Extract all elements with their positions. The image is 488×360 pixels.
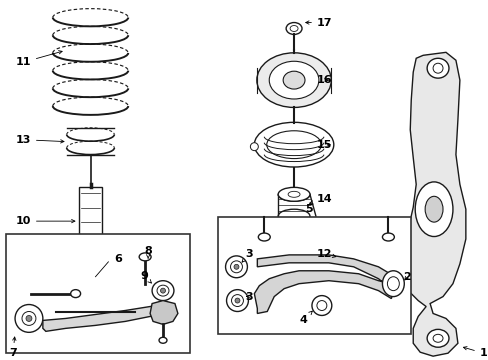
Text: 3: 3 [242,249,253,262]
Text: 13: 13 [16,135,64,145]
Ellipse shape [256,233,331,253]
Ellipse shape [226,290,248,311]
Ellipse shape [382,271,404,297]
Ellipse shape [230,261,242,273]
Text: 6: 6 [114,254,122,264]
Ellipse shape [382,233,393,241]
Ellipse shape [432,63,442,73]
Ellipse shape [15,305,43,332]
Ellipse shape [256,53,331,107]
Text: 9: 9 [140,271,151,283]
Ellipse shape [71,290,81,298]
Text: 14: 14 [309,194,332,204]
Text: 3: 3 [245,292,253,302]
Text: 5: 5 [305,204,312,214]
Text: 2: 2 [403,272,410,282]
Ellipse shape [424,196,442,222]
Text: 7: 7 [9,337,17,358]
Ellipse shape [283,71,305,89]
Text: 8: 8 [144,246,152,259]
Bar [217,217,410,334]
Ellipse shape [426,329,448,347]
Text: 15: 15 [316,140,332,150]
Ellipse shape [254,122,333,167]
Text: 1: 1 [463,347,487,358]
Ellipse shape [258,233,270,241]
Polygon shape [43,303,167,331]
Ellipse shape [160,288,165,293]
Ellipse shape [278,187,309,201]
Ellipse shape [272,266,315,280]
Ellipse shape [139,253,151,261]
Ellipse shape [287,192,300,197]
Ellipse shape [316,301,326,310]
Text: 11: 11 [16,51,62,67]
Ellipse shape [26,315,32,321]
Ellipse shape [285,23,302,35]
Ellipse shape [159,337,166,343]
Ellipse shape [225,256,247,278]
Text: 10: 10 [16,216,75,226]
Bar [79,187,102,257]
Ellipse shape [256,262,331,284]
Ellipse shape [426,58,448,78]
Ellipse shape [235,298,240,303]
Bar [6,234,189,353]
Text: 16: 16 [316,75,332,85]
Ellipse shape [266,131,321,158]
Ellipse shape [22,311,36,325]
Polygon shape [254,255,392,314]
Polygon shape [150,301,178,324]
Ellipse shape [432,334,442,342]
Ellipse shape [289,26,298,31]
Text: 17: 17 [305,18,332,27]
Polygon shape [403,52,465,356]
Ellipse shape [278,209,309,223]
Text: 12: 12 [316,249,335,259]
Ellipse shape [250,143,258,150]
Ellipse shape [82,286,98,298]
Ellipse shape [414,182,452,237]
Text: 4: 4 [299,311,312,325]
Ellipse shape [269,61,318,99]
Ellipse shape [157,285,169,296]
Ellipse shape [311,296,331,315]
Ellipse shape [234,264,239,269]
Ellipse shape [231,294,243,306]
Ellipse shape [386,277,399,291]
Ellipse shape [152,281,174,301]
